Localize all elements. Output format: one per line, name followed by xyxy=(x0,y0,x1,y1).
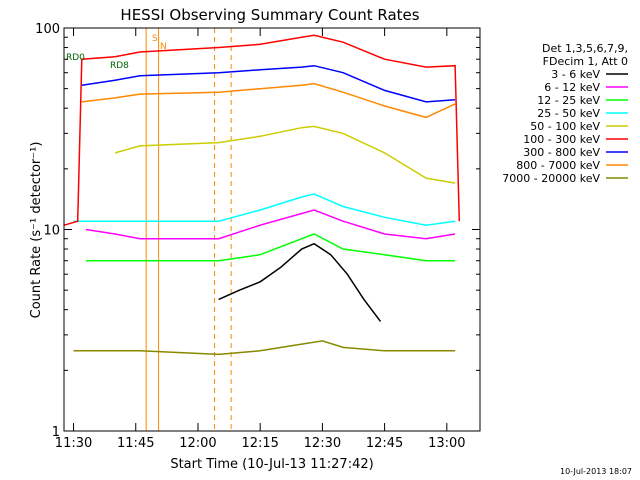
flag-label: N xyxy=(160,42,167,52)
legend-entry-label: 300 - 800 keV xyxy=(523,146,600,159)
flag-label: RD8 xyxy=(110,61,129,71)
x-tick-label: 12:45 xyxy=(366,436,403,451)
x-axis-label: Start Time (10-Jul-13 11:27:42) xyxy=(170,457,373,472)
legend-entry-label: 100 - 300 keV xyxy=(523,133,600,146)
series-line-6 xyxy=(63,34,461,226)
series-line-2 xyxy=(85,209,456,240)
x-tick-label: 13:00 xyxy=(428,436,465,451)
y-tick-label: 10 xyxy=(43,224,60,239)
x-tick-label: 12:30 xyxy=(304,436,341,451)
legend-entry-label: 3 - 6 keV xyxy=(551,68,600,81)
legend-header: Det 1,3,5,6,7,9, xyxy=(542,42,628,55)
y-axis: 1 10 100 xyxy=(35,22,480,440)
legend-entry-label: 50 - 100 keV xyxy=(530,120,600,133)
plot-marks: RD0 RD8 SN xyxy=(63,28,461,431)
flag-label: S xyxy=(152,34,158,44)
x-tick-label: 12:00 xyxy=(179,436,216,451)
y-tick-label: 100 xyxy=(35,22,60,37)
timestamp: 10-Jul-2013 18:07 xyxy=(560,467,632,476)
legend-header: FDecim 1, Att 0 xyxy=(543,55,628,68)
legend-entry-label: 25 - 50 keV xyxy=(537,107,600,120)
series-line-1 xyxy=(218,242,382,322)
flag-label: RD0 xyxy=(66,53,85,63)
x-axis: 11:30 11:45 12:00 12:15 12:30 12:45 13:00 xyxy=(55,28,466,451)
series-line-8 xyxy=(81,82,456,119)
series-line-3 xyxy=(86,233,456,262)
series-line-9 xyxy=(73,340,456,356)
legend-entry-label: 800 - 7000 keV xyxy=(516,159,600,172)
series-line-4 xyxy=(73,193,456,226)
legend: Det 1,3,5,6,7,9,FDecim 1, Att 03 - 6 keV… xyxy=(502,42,628,185)
chart-title: HESSI Observing Summary Count Rates xyxy=(120,6,419,24)
series-line-7 xyxy=(81,64,456,103)
legend-entry-label: 7000 - 20000 keV xyxy=(502,172,600,185)
x-tick-label: 12:15 xyxy=(241,436,278,451)
x-tick-label: 11:45 xyxy=(117,436,154,451)
y-tick-label: 1 xyxy=(52,425,60,440)
y-axis-label: Count Rate (s⁻¹ detector⁻¹) xyxy=(29,142,44,319)
legend-entry-label: 6 - 12 keV xyxy=(544,81,600,94)
legend-entry-label: 12 - 25 keV xyxy=(537,94,600,107)
x-tick-label: 11:30 xyxy=(55,436,92,451)
series-line-5 xyxy=(114,125,456,184)
